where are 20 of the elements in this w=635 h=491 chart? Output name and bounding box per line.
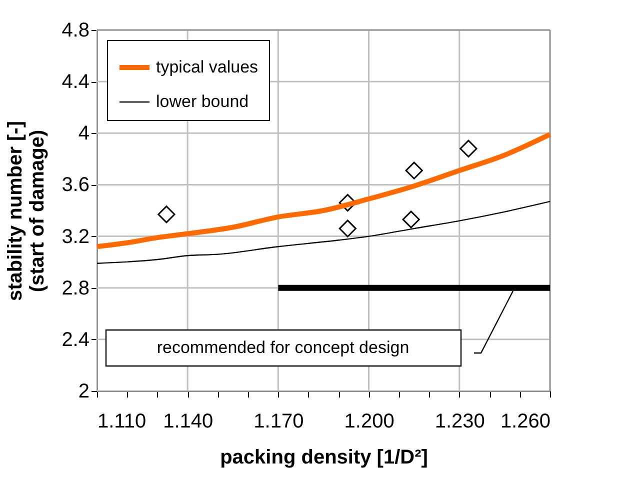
x-tick-label: 1.200 <box>344 410 394 432</box>
legend-label: typical values <box>156 58 258 76</box>
y-tick-label: 2 <box>78 380 90 402</box>
y-tick-label: 3.6 <box>62 174 90 196</box>
y-tick-label: 2.8 <box>62 277 90 300</box>
y-axis-title: stability number [-] (start of damage) <box>4 120 49 302</box>
x-tick-label: 1.140 <box>163 410 214 432</box>
y-tick-label: 4.4 <box>62 71 90 94</box>
x-tick-label: 1.230 <box>434 410 485 432</box>
y-tick-label: 3.2 <box>62 226 90 248</box>
legend-label: lower bound <box>156 92 249 111</box>
y-tick-label: 2.4 <box>62 328 90 351</box>
x-tick-label: 1.170 <box>254 410 304 432</box>
y-tick-label: 4.8 <box>62 20 90 42</box>
x-axis-title: packing density [1/D²] <box>220 446 428 468</box>
annotation: recommended for concept design <box>156 338 410 357</box>
x-tick-label: 1.110 <box>98 410 146 432</box>
y-tick-label: 4 <box>78 122 90 145</box>
x-tick-label: 1.260 <box>500 410 550 432</box>
line-series <box>96 200 551 264</box>
